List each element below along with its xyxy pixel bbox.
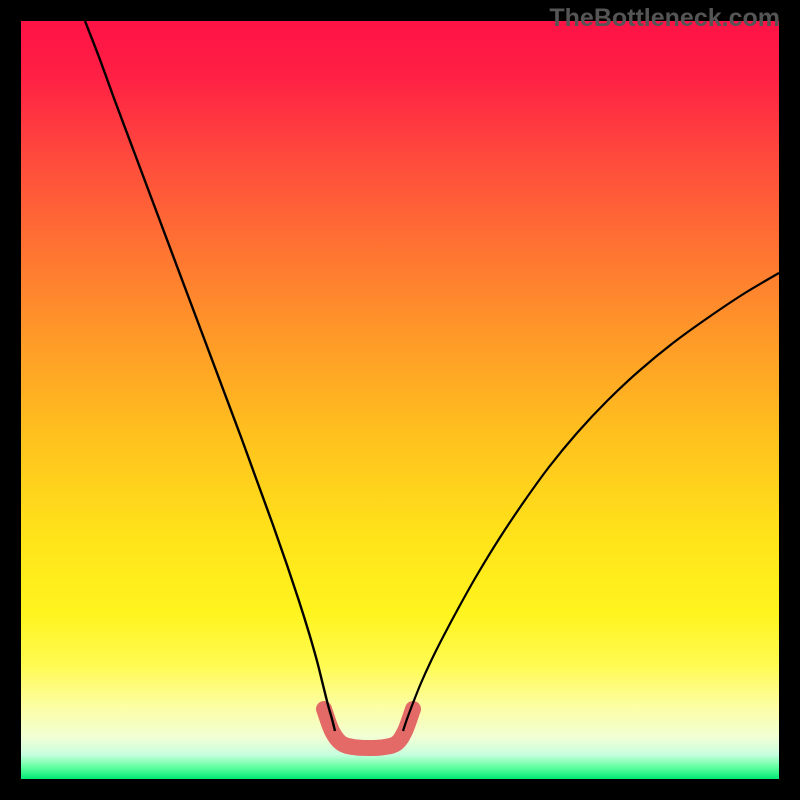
bottleneck-marker [324, 709, 413, 748]
watermark-text: TheBottleneck.com [549, 4, 780, 33]
plot-area [21, 21, 779, 779]
right-curve [403, 273, 779, 731]
left-curve [85, 21, 335, 731]
curve-layer [21, 21, 779, 779]
